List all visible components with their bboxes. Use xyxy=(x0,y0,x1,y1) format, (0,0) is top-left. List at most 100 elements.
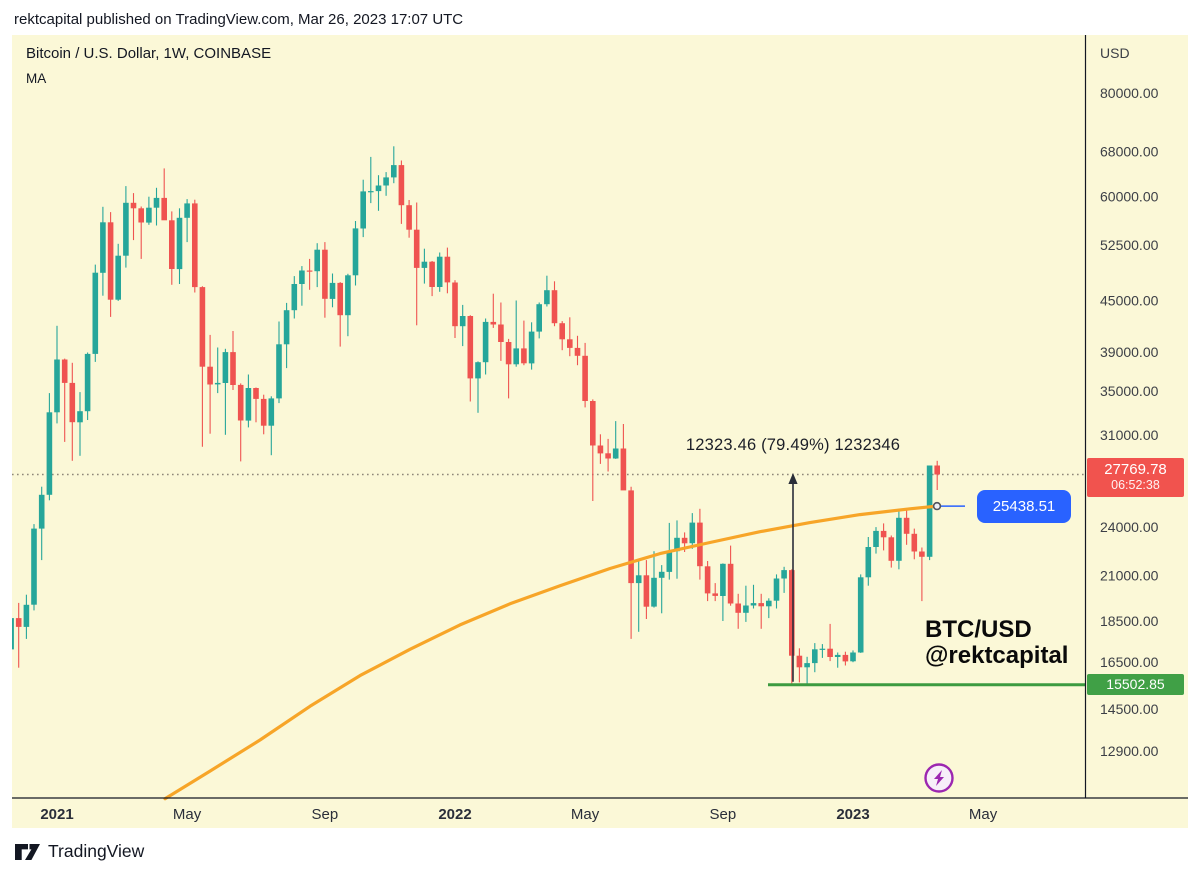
candle-body xyxy=(888,537,895,561)
candle-body xyxy=(146,207,152,223)
candle-body xyxy=(268,398,275,426)
candle-body xyxy=(926,465,933,557)
candle-body xyxy=(827,648,833,657)
published-info-bar: rektcapital published on TradingView.com… xyxy=(14,11,464,28)
candle-body xyxy=(452,282,458,327)
candle-body xyxy=(628,490,634,584)
candle-body xyxy=(720,563,726,596)
candle-body xyxy=(490,321,497,325)
x-axis-time-label: May xyxy=(173,806,202,823)
candle-body xyxy=(169,220,175,269)
candle-body xyxy=(368,191,374,193)
candle-body xyxy=(398,165,405,206)
y-axis-tick-label: 68000.00 xyxy=(1100,144,1159,160)
candle-body xyxy=(444,256,451,283)
y-axis-tick-label: 60000.00 xyxy=(1100,189,1159,205)
y-axis-tick-label: 16500.00 xyxy=(1100,654,1159,670)
y-axis-tick-label: 45000.00 xyxy=(1100,293,1159,309)
candle-body xyxy=(919,551,925,557)
candle-body xyxy=(735,603,741,613)
candle-body xyxy=(230,352,236,385)
candle-body xyxy=(260,398,267,426)
watermark-handle: @rektcapital xyxy=(925,642,1069,669)
candle-body xyxy=(498,324,504,342)
candle-body xyxy=(743,605,749,613)
candle-body xyxy=(54,359,60,413)
candle-body xyxy=(383,177,389,186)
candle-body xyxy=(130,202,137,209)
candle-body xyxy=(796,655,803,668)
candle-body xyxy=(421,261,428,268)
candle-body xyxy=(429,261,435,287)
candle-body xyxy=(834,654,841,657)
candle-body xyxy=(612,448,619,459)
candle-body xyxy=(360,191,366,229)
last-price-badge: 27769.78 06:52:38 xyxy=(1087,458,1184,497)
candle-body xyxy=(781,570,787,579)
candle-body xyxy=(635,575,642,584)
chart-canvas: 80000.00 68000.00 60000.00 52500.00 45000.00… xyxy=(12,35,1188,828)
candle-body xyxy=(161,197,167,221)
candle-body xyxy=(84,353,91,412)
candle-body xyxy=(773,578,780,601)
candle-body xyxy=(352,228,359,276)
support-level-badge: 15502.85 xyxy=(1087,674,1184,695)
candle-body xyxy=(528,331,535,364)
candle-body xyxy=(375,185,382,192)
x-axis-time-label: Sep xyxy=(710,806,737,823)
candle-body xyxy=(214,382,221,385)
candle-body xyxy=(674,537,680,552)
candle-body xyxy=(199,287,206,367)
y-axis-tick-labels: 80000.00 68000.00 60000.00 52500.00 45000.00… xyxy=(1100,85,1159,759)
candle-body xyxy=(322,249,328,299)
candle-body xyxy=(544,290,550,305)
candle-body xyxy=(574,347,581,356)
candle-body xyxy=(314,249,320,272)
candle-body xyxy=(865,547,872,578)
ma-endpoint-marker xyxy=(932,501,942,511)
candle-body xyxy=(176,217,183,270)
candle-body xyxy=(61,359,68,383)
candle-body xyxy=(391,165,397,178)
candle-body xyxy=(77,411,83,423)
candle-body xyxy=(253,388,259,399)
candle-body xyxy=(100,222,106,273)
candle-body xyxy=(934,465,940,475)
candle-body xyxy=(276,344,282,399)
candle-body xyxy=(911,533,918,552)
candle-body xyxy=(413,229,420,268)
candle-body xyxy=(138,208,144,223)
candle-body xyxy=(436,256,443,287)
candle-body xyxy=(15,618,22,627)
candle-body xyxy=(69,382,76,423)
candlestick-plot: 80000.00 68000.00 60000.00 52500.00 45000.00… xyxy=(12,35,1188,823)
y-axis-tick-label: 24000.00 xyxy=(1100,519,1159,535)
price-range-annotation: 12323.46 (79.49%) 1232346 xyxy=(685,436,901,454)
candle-body xyxy=(245,388,252,421)
candle-body xyxy=(222,352,229,383)
watermark-symbol: BTC/USD xyxy=(925,616,1032,643)
y-axis-tick-label: 21000.00 xyxy=(1100,567,1159,583)
candle-body xyxy=(475,362,481,379)
author-watermark: BTC/USD @rektcapital xyxy=(925,617,1068,669)
ma-indicator-label: MA xyxy=(26,71,47,86)
candle-body xyxy=(689,522,696,544)
idea-lightning-marker[interactable] xyxy=(924,763,954,793)
candle-body xyxy=(651,577,657,607)
candle-body xyxy=(850,652,856,662)
measurement-arrow xyxy=(788,473,798,682)
tradingview-logo-link[interactable]: TradingView xyxy=(14,841,144,862)
candle-body xyxy=(337,282,343,316)
candle-body xyxy=(812,649,818,664)
candle-body xyxy=(467,316,474,379)
candle-body xyxy=(842,654,849,662)
candle-body xyxy=(115,255,121,300)
candle-body xyxy=(597,445,604,454)
candle-body xyxy=(299,270,305,284)
candle-body xyxy=(857,577,864,653)
candle-body xyxy=(880,530,887,538)
candle-body xyxy=(107,222,114,300)
x-axis-time-label: 2021 xyxy=(40,806,73,823)
candle-body xyxy=(727,563,734,604)
candle-body xyxy=(567,339,573,348)
